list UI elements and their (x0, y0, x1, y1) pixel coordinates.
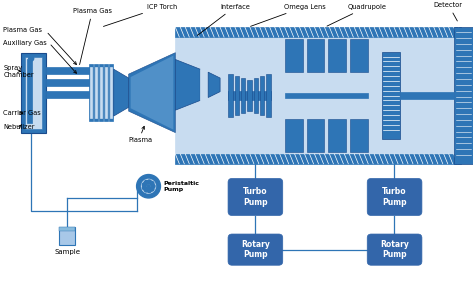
Bar (400, 92, 454, 100)
Text: Sample: Sample (54, 249, 80, 255)
Bar (200, 69, 208, 100)
Circle shape (151, 184, 155, 188)
Text: ICP Torch: ICP Torch (103, 4, 178, 26)
Circle shape (150, 187, 154, 191)
Bar (99, 64, 103, 121)
Polygon shape (128, 53, 175, 133)
FancyBboxPatch shape (367, 234, 422, 265)
Circle shape (137, 175, 161, 198)
Text: Spray
Chamber: Spray Chamber (3, 65, 34, 78)
Bar (454, 27, 473, 164)
Text: Rotary
Pump: Rotary Pump (241, 240, 270, 259)
Bar (241, 78, 245, 113)
Bar (328, 39, 346, 72)
Bar (46, 79, 91, 86)
Text: Detector: Detector (434, 2, 463, 21)
Bar (59, 227, 75, 245)
Bar (25, 56, 42, 129)
FancyBboxPatch shape (228, 178, 283, 216)
Bar (59, 227, 75, 231)
Bar (228, 74, 233, 117)
Text: Plasma: Plasma (128, 136, 153, 143)
Bar (247, 80, 252, 111)
Text: Plasma Gas: Plasma Gas (73, 8, 112, 65)
Bar (307, 119, 325, 152)
Text: Plasma Gas: Plasma Gas (3, 27, 42, 33)
Bar (46, 91, 91, 97)
Circle shape (147, 180, 151, 184)
Text: Peristaltic
Pump: Peristaltic Pump (164, 181, 200, 192)
Text: Carrier Gas: Carrier Gas (3, 110, 41, 116)
FancyBboxPatch shape (367, 178, 422, 216)
Bar (285, 119, 302, 152)
Circle shape (142, 180, 155, 193)
Bar (260, 76, 264, 115)
Text: Omega Lens: Omega Lens (251, 4, 326, 26)
Bar (110, 67, 112, 118)
Bar (328, 119, 346, 152)
Bar (95, 67, 97, 118)
Bar (109, 64, 113, 121)
Text: Turbo
Pump: Turbo Pump (243, 187, 268, 207)
Bar (266, 74, 271, 117)
Polygon shape (114, 69, 128, 116)
Bar (105, 67, 107, 118)
Bar (175, 27, 461, 37)
Circle shape (29, 56, 34, 61)
Bar (94, 64, 98, 121)
Polygon shape (208, 72, 220, 97)
Bar (175, 154, 461, 164)
Polygon shape (175, 59, 200, 110)
Circle shape (147, 185, 150, 188)
FancyBboxPatch shape (228, 234, 283, 265)
Circle shape (144, 180, 148, 184)
Bar (104, 64, 108, 121)
Circle shape (142, 186, 146, 190)
Bar (285, 93, 368, 98)
Circle shape (147, 189, 151, 193)
Bar (254, 78, 258, 113)
Bar (89, 64, 93, 121)
Text: Nebulizer: Nebulizer (3, 124, 35, 130)
Bar (90, 67, 92, 118)
Bar (307, 39, 325, 72)
Circle shape (150, 182, 154, 185)
Text: Turbo
Pump: Turbo Pump (382, 187, 407, 207)
Text: Interface: Interface (198, 4, 250, 36)
Bar (350, 39, 368, 72)
Bar (175, 37, 461, 154)
Bar (27, 58, 32, 123)
Bar (46, 67, 91, 74)
Polygon shape (131, 56, 173, 130)
Bar (100, 67, 102, 118)
Text: Quadrupole: Quadrupole (327, 4, 387, 26)
Bar (350, 119, 368, 152)
Text: Rotary
Pump: Rotary Pump (380, 240, 409, 259)
Bar (228, 91, 271, 100)
Bar (382, 52, 400, 139)
Circle shape (144, 188, 148, 192)
Text: Auxiliary Gas: Auxiliary Gas (3, 40, 47, 46)
Bar (21, 53, 46, 133)
Bar (235, 76, 239, 115)
Circle shape (142, 183, 146, 187)
Bar (285, 39, 302, 72)
